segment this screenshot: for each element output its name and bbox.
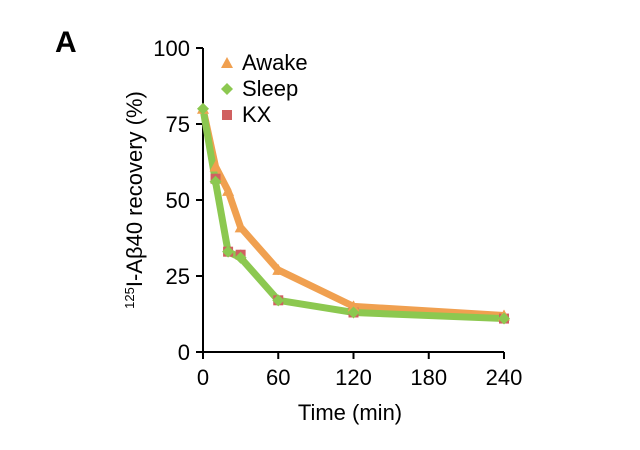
legend-label: Sleep	[242, 76, 298, 101]
x-tick-label: 60	[266, 365, 290, 390]
awake-legend-marker	[221, 57, 233, 68]
y-tick-label: 100	[153, 36, 190, 61]
sleep-legend-marker	[221, 83, 233, 95]
y-tick-label: 50	[166, 188, 190, 213]
x-tick-label: 120	[335, 365, 372, 390]
sleep-point	[272, 294, 285, 307]
x-tick-label: 240	[486, 365, 523, 390]
sleep-point	[234, 251, 247, 264]
y-tick-label: 25	[166, 264, 190, 289]
awake-point	[234, 221, 247, 233]
awake-point	[222, 184, 235, 196]
sleep-point	[498, 312, 510, 325]
sleep-curve	[199, 108, 505, 323]
sleep-point	[197, 102, 209, 115]
awake-point	[272, 263, 285, 275]
sleep-point	[209, 175, 222, 188]
y-tick-label: 75	[166, 112, 190, 137]
legend-label: Awake	[242, 50, 308, 75]
awake-point	[209, 160, 222, 172]
sleep-point	[347, 306, 360, 319]
x-tick-label: 180	[410, 365, 447, 390]
panel-label: A	[55, 26, 77, 59]
x-tick-label: 0	[197, 365, 209, 390]
y-tick-label: 0	[178, 340, 190, 365]
kx-legend-marker	[222, 110, 232, 120]
y-axis-label: 125I-Aβ40 recovery (%)	[122, 91, 147, 309]
legend-label: KX	[242, 102, 272, 127]
x-axis-label: Time (min)	[298, 400, 402, 425]
sleep-point	[222, 245, 235, 258]
awake-curve	[199, 108, 505, 320]
awake-point	[347, 300, 360, 312]
